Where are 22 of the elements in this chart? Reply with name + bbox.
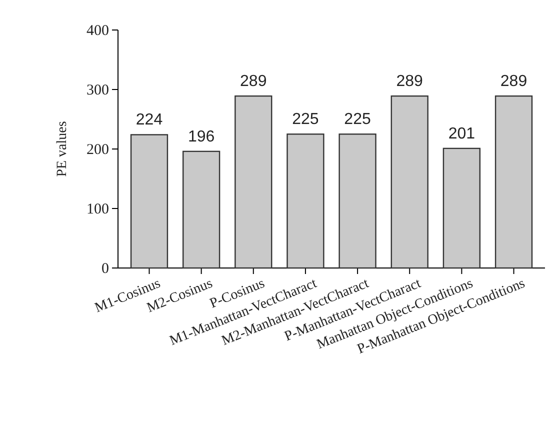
- data-label: 289: [500, 73, 528, 90]
- data-label: 201: [448, 125, 476, 142]
- data-label: 225: [292, 111, 319, 128]
- data-label: 225: [344, 111, 371, 128]
- y-tick-label: 0: [102, 260, 109, 277]
- bar: [390, 95, 428, 269]
- bar: [130, 134, 168, 269]
- y-axis-title: PE values: [55, 121, 70, 177]
- y-tick-label: 400: [86, 22, 109, 39]
- bar: [338, 134, 376, 269]
- y-tick-label: 300: [86, 82, 109, 98]
- bar: [494, 95, 533, 269]
- data-label: 196: [188, 128, 215, 146]
- bar: [286, 134, 324, 269]
- y-tick-label: 200: [86, 142, 109, 158]
- data-label: 289: [240, 73, 267, 90]
- bar: [182, 150, 220, 269]
- bar: [442, 148, 481, 269]
- data-label: 289: [396, 73, 424, 90]
- y-tick-label: 100: [86, 201, 109, 218]
- bar: [234, 95, 272, 269]
- data-label: 224: [136, 112, 163, 129]
